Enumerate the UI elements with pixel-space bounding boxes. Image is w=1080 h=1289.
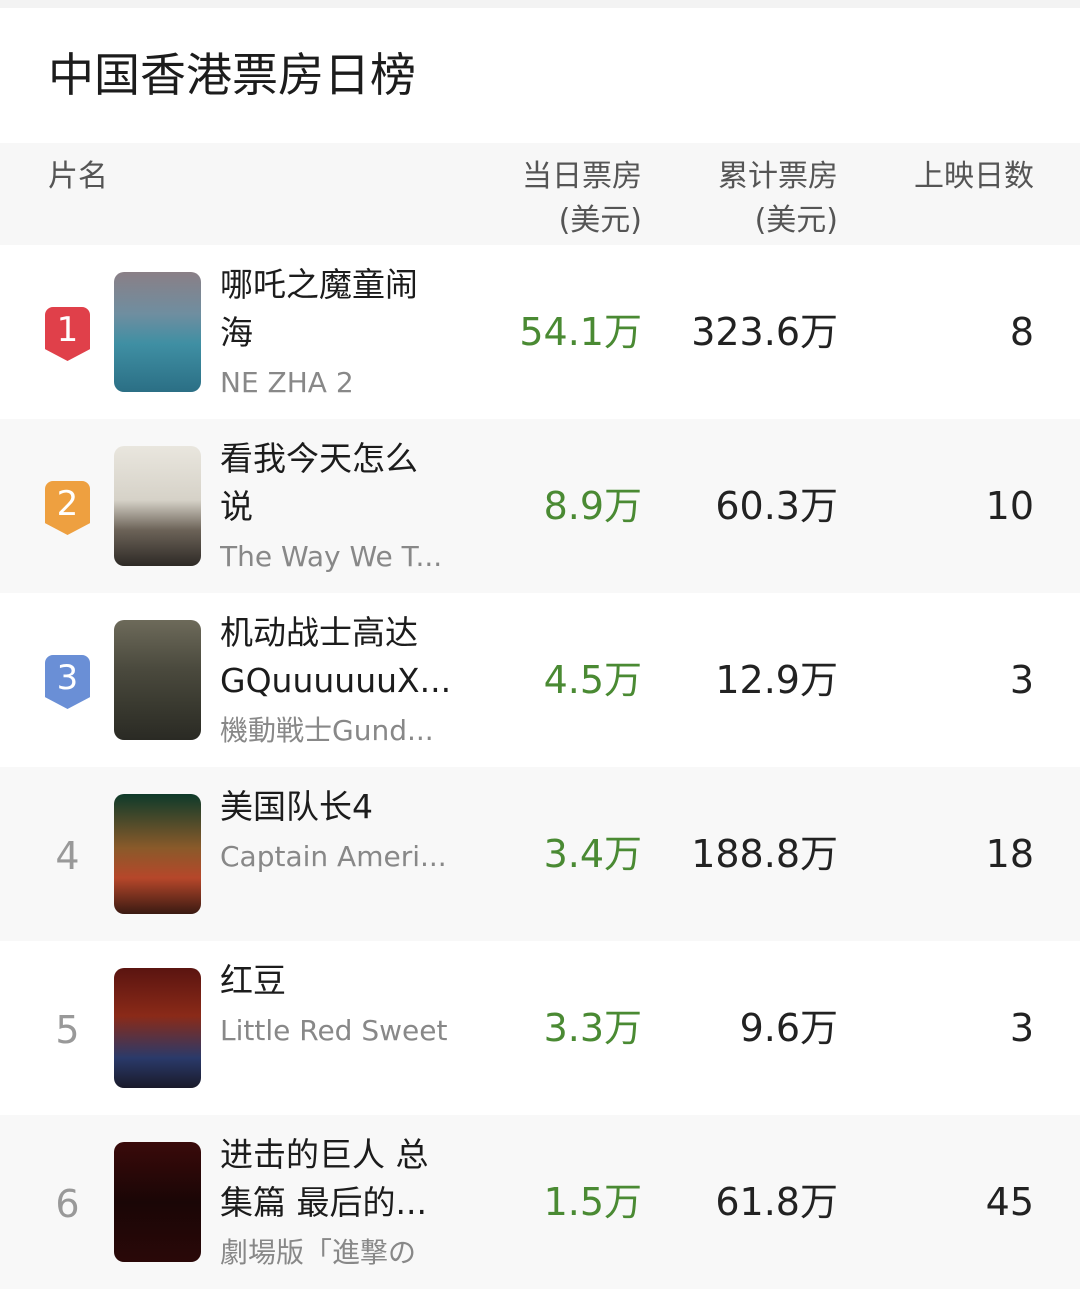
rank-badge: 5: [55, 1008, 80, 1052]
cumulative-box-office: 12.9万: [715, 658, 838, 702]
rank-badge: 2: [45, 481, 90, 535]
cumulative-box-office: 188.8万: [691, 832, 838, 876]
cumulative-box-office: 61.8万: [715, 1180, 838, 1224]
daily-box-office: 3.3万: [543, 1006, 642, 1050]
movie-names: 红豆 Little Red Sweet: [220, 957, 448, 1057]
movie-title: 机动战士高达GQuuuuuuX...: [220, 613, 448, 700]
movie-poster[interactable]: [114, 1142, 201, 1262]
header-days[interactable]: 上映日数: [914, 159, 1034, 194]
page-title: 中国香港票房日榜: [48, 48, 416, 102]
movie-names: 看我今天怎么说 The Way We T...: [220, 435, 448, 583]
table-row[interactable]: 3 机动战士高达GQuuuuuuX... 機動戦士Gund... 4.5万 12…: [0, 593, 1080, 767]
header-daily-unit: (美元): [558, 203, 642, 238]
movie-title: 进击的巨人 总集篇 最后的...: [220, 1135, 429, 1222]
table-row[interactable]: 6 进击的巨人 总集篇 最后的... 劇場版「進撃の 1.5万 61.8万 45: [0, 1115, 1080, 1289]
movie-original-title: NE ZHA 2: [220, 366, 354, 399]
movie-names: 美国队长4 Captain Ameri...: [220, 783, 448, 883]
days-released: 3: [1009, 658, 1034, 702]
table-row[interactable]: 1 哪吒之魔童闹海 NE ZHA 2 54.1万 323.6万 8: [0, 245, 1080, 419]
days-released: 10: [985, 484, 1034, 528]
movie-poster[interactable]: [114, 446, 201, 566]
movie-original-title: 機動戦士Gund...: [220, 714, 434, 747]
table-header: 片名 当日票房 (美元) 累计票房 (美元) 上映日数: [0, 143, 1080, 245]
header-name: 片名: [48, 159, 108, 194]
rank-badge: 4: [55, 834, 80, 878]
movie-original-title: 劇場版「進撃の: [220, 1236, 417, 1269]
rank-badge: 6: [55, 1182, 80, 1226]
movie-title: 美国队长4: [220, 787, 373, 826]
movie-poster[interactable]: [114, 620, 201, 740]
movie-original-title: Captain Ameri...: [220, 840, 447, 873]
daily-box-office: 8.9万: [543, 484, 642, 528]
days-released: 18: [985, 832, 1034, 876]
rank-badge: 3: [45, 655, 90, 709]
header-daily[interactable]: 当日票房 (美元): [522, 155, 642, 243]
days-released: 3: [1009, 1006, 1034, 1050]
movie-title: 红豆: [220, 961, 286, 1000]
daily-box-office: 4.5万: [543, 658, 642, 702]
rank-badge: 1: [45, 307, 90, 361]
movie-names: 机动战士高达GQuuuuuuX... 機動戦士Gund...: [220, 609, 448, 757]
days-released: 8: [1009, 310, 1034, 354]
movie-names: 哪吒之魔童闹海 NE ZHA 2: [220, 261, 448, 409]
daily-box-office: 3.4万: [543, 832, 642, 876]
table-row[interactable]: 5 红豆 Little Red Sweet 3.3万 9.6万 3: [0, 941, 1080, 1115]
top-strip: [0, 0, 1080, 8]
movie-original-title: Little Red Sweet: [220, 1014, 448, 1047]
table-row[interactable]: 4 美国队长4 Captain Ameri... 3.4万 188.8万 18: [0, 767, 1080, 941]
movie-title: 哪吒之魔童闹海: [220, 265, 418, 352]
movie-poster[interactable]: [114, 272, 201, 392]
header-cumulative[interactable]: 累计票房 (美元): [718, 155, 838, 243]
ranking-list: 1 哪吒之魔童闹海 NE ZHA 2 54.1万 323.6万 8 2 看我今天…: [0, 245, 1080, 1289]
movie-poster[interactable]: [114, 968, 201, 1088]
cumulative-box-office: 323.6万: [691, 310, 838, 354]
header-cum-label: 累计票房: [718, 159, 838, 194]
days-released: 45: [985, 1180, 1034, 1224]
movie-original-title: The Way We T...: [220, 540, 443, 573]
movie-poster[interactable]: [114, 794, 201, 914]
table-row[interactable]: 2 看我今天怎么说 The Way We T... 8.9万 60.3万 10: [0, 419, 1080, 593]
daily-box-office: 1.5万: [543, 1180, 642, 1224]
movie-title: 看我今天怎么说: [220, 439, 418, 526]
daily-box-office: 54.1万: [519, 310, 642, 354]
header-cum-unit: (美元): [754, 203, 838, 238]
movie-names: 进击的巨人 总集篇 最后的... 劇場版「進撃の: [220, 1131, 448, 1279]
cumulative-box-office: 9.6万: [739, 1006, 838, 1050]
cumulative-box-office: 60.3万: [715, 484, 838, 528]
header-daily-label: 当日票房: [522, 159, 642, 194]
